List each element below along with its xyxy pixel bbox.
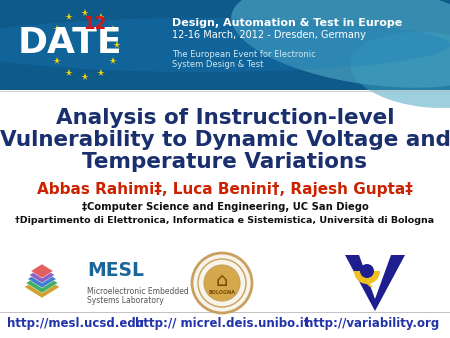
Text: ‡Computer Science and Engineering, UC San Diego: ‡Computer Science and Engineering, UC Sa… <box>81 202 369 212</box>
Ellipse shape <box>231 0 450 88</box>
Ellipse shape <box>0 18 450 72</box>
Polygon shape <box>359 277 373 287</box>
Text: DATE: DATE <box>18 26 122 60</box>
Text: Temperature Variations: Temperature Variations <box>82 152 368 172</box>
Polygon shape <box>26 273 58 293</box>
Text: 12-16 March, 2012 - Dresden, Germany: 12-16 March, 2012 - Dresden, Germany <box>172 30 366 40</box>
Text: http://mesl.ucsd.edu: http://mesl.ucsd.edu <box>6 317 144 331</box>
Text: Microelectronic Embedded: Microelectronic Embedded <box>87 287 189 296</box>
Ellipse shape <box>350 32 450 108</box>
Polygon shape <box>27 270 56 288</box>
Wedge shape <box>354 271 380 284</box>
Text: http:// micrel.deis.unibo.it: http:// micrel.deis.unibo.it <box>135 317 309 331</box>
Circle shape <box>192 253 252 313</box>
Text: Vulnerability to Dynamic Voltage and: Vulnerability to Dynamic Voltage and <box>0 130 450 150</box>
Circle shape <box>204 265 240 301</box>
Text: Abbas Rahimi‡, Luca Benini†, Rajesh Gupta‡: Abbas Rahimi‡, Luca Benini†, Rajesh Gupt… <box>37 182 413 197</box>
Text: 12: 12 <box>83 15 106 33</box>
Text: Systems Laboratory: Systems Laboratory <box>87 296 164 305</box>
Text: System Design & Test: System Design & Test <box>172 60 263 69</box>
Polygon shape <box>29 267 55 283</box>
Circle shape <box>360 264 374 278</box>
Text: Design, Automation & Test in Europe: Design, Automation & Test in Europe <box>172 18 402 28</box>
Text: MESL: MESL <box>87 262 144 281</box>
Text: http://variability.org: http://variability.org <box>305 317 439 331</box>
Text: The European Event for Electronic: The European Event for Electronic <box>172 50 316 59</box>
Text: BOLOGNA: BOLOGNA <box>208 290 235 295</box>
Text: Analysis of Instruction-level: Analysis of Instruction-level <box>56 108 394 128</box>
Polygon shape <box>31 264 53 278</box>
Polygon shape <box>24 276 59 298</box>
Bar <box>0 0 450 90</box>
Text: ⌂: ⌂ <box>216 271 228 290</box>
Polygon shape <box>337 255 413 311</box>
Text: †Dipartimento di Elettronica, Informatica e Sistemistica, Università di Bologna: †Dipartimento di Elettronica, Informatic… <box>15 216 435 225</box>
